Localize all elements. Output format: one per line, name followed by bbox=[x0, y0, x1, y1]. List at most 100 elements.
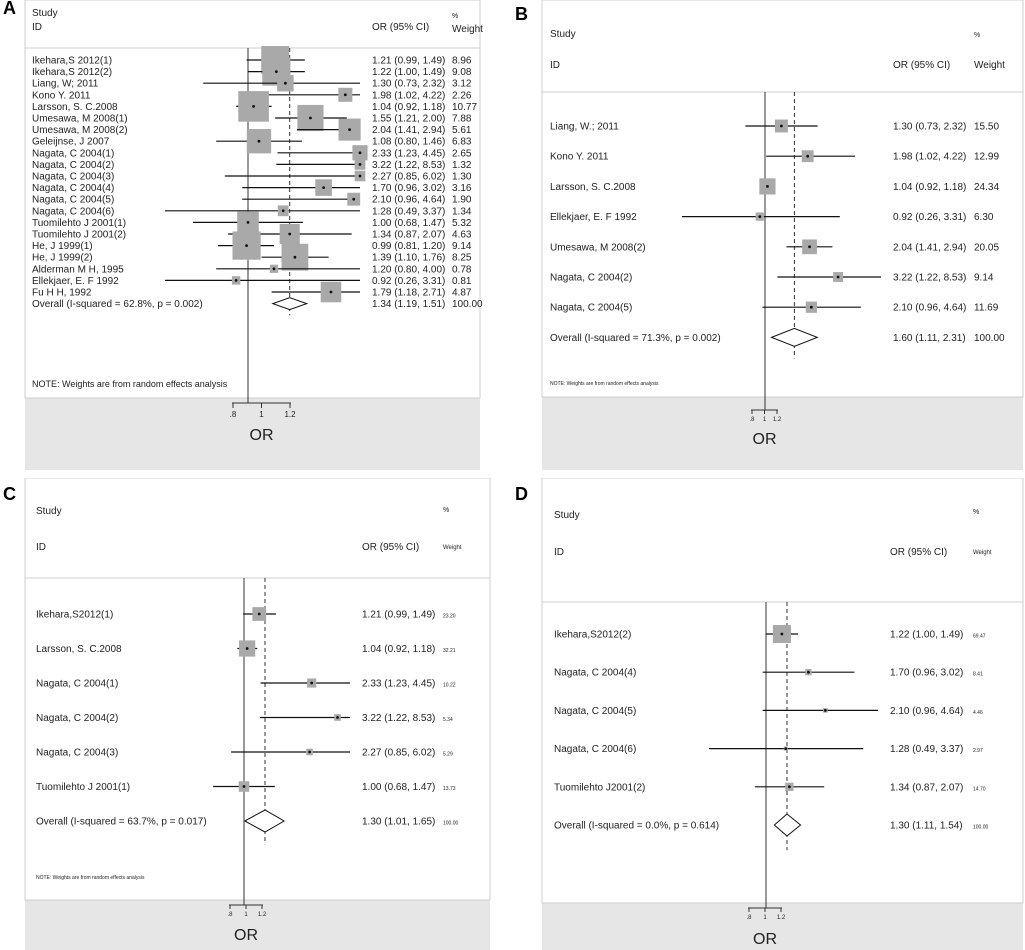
panel-label: D bbox=[515, 484, 528, 504]
study-label: Larsson, S. C.2008 bbox=[32, 102, 118, 113]
overall-label: Overall (I-squared = 62.8%, p = 0.002) bbox=[32, 299, 203, 310]
study-label: Nagata, C 2004(4) bbox=[32, 183, 114, 194]
study-label: He, J 1999(2) bbox=[32, 253, 93, 264]
x-tick-label: 1 bbox=[763, 417, 767, 423]
overall-or-ci-text: 1.60 (1.11, 2.31) bbox=[893, 333, 966, 344]
study-label: Nagata, C 2004(6) bbox=[554, 744, 636, 755]
weight-text: 9.14 bbox=[452, 241, 472, 252]
weight-text: 13.73 bbox=[443, 786, 456, 792]
header-id: ID bbox=[32, 22, 42, 33]
or-ci-text: 1.34 (0.87, 2.07) bbox=[890, 782, 963, 793]
study-row: Nagata, C 2004(4) 1.70 (0.96, 3.02) 8.41 bbox=[554, 668, 983, 679]
weight-text: 23.20 bbox=[443, 614, 456, 620]
or-ci-text: 1.22 (1.00, 1.49) bbox=[372, 67, 445, 78]
study-label: Ikehara,S 2012(1) bbox=[32, 56, 112, 67]
or-ci-text: 1.30 (0.73, 2.32) bbox=[372, 79, 445, 90]
study-row: Ikehara,S2012(2) 1.22 (1.00, 1.49) 69.47 bbox=[554, 625, 986, 643]
point-estimate bbox=[274, 70, 278, 73]
header-or-ci: OR (95% CI) bbox=[890, 547, 947, 558]
study-row: Umesawa, M 2008(2) 2.04 (1.41, 2.94) 5.61 bbox=[32, 118, 472, 141]
weight-text: 4.87 bbox=[452, 288, 472, 299]
x-tick-label: .8 bbox=[749, 417, 755, 423]
or-ci-text: 1.39 (1.10, 1.76) bbox=[372, 253, 445, 264]
study-label: Liang, W.; 2011 bbox=[550, 122, 619, 133]
study-label: Fu H H, 1992 bbox=[32, 288, 92, 299]
weight-text: 7.88 bbox=[452, 114, 472, 125]
point-estimate bbox=[807, 670, 810, 674]
point-estimate bbox=[808, 245, 811, 249]
point-estimate bbox=[293, 255, 297, 259]
point-estimate bbox=[288, 232, 292, 236]
study-label: Umesawa, M 2008(1) bbox=[32, 114, 128, 125]
study-label: He, J 1999(1) bbox=[32, 241, 93, 252]
or-ci-text: 1.00 (0.68, 1.47) bbox=[372, 218, 445, 229]
study-row: Nagata, C 2004(6) 1.28 (0.49, 3.37) 1.34 bbox=[32, 205, 472, 217]
header-study: Study bbox=[32, 8, 58, 19]
point-estimate bbox=[784, 747, 788, 750]
or-ci-text: 0.92 (0.26, 3.31) bbox=[893, 212, 966, 223]
point-estimate bbox=[758, 215, 762, 219]
weight-text: 10.77 bbox=[452, 102, 477, 113]
weight-text: 12.99 bbox=[974, 152, 999, 163]
or-ci-text: 1.28 (0.49, 3.37) bbox=[890, 744, 963, 755]
overall-weight-text: 100.00 bbox=[973, 825, 989, 831]
point-estimate bbox=[780, 632, 784, 636]
plot-region bbox=[24, 478, 491, 901]
or-ci-text: 2.27 (0.85, 6.02) bbox=[372, 172, 445, 183]
x-tick-label: 1.2 bbox=[773, 417, 782, 423]
header-percent: % bbox=[452, 13, 458, 20]
weight-text: 4.63 bbox=[452, 230, 472, 241]
study-row: Nagata, C 2004(1) 2.33 (1.23, 4.45) 2.65 bbox=[32, 145, 472, 161]
or-ci-text: 2.10 (0.96, 4.64) bbox=[890, 706, 963, 717]
panel-label: C bbox=[3, 484, 16, 504]
point-estimate bbox=[308, 750, 311, 754]
study-row: He, J 1999(2) 1.39 (1.10, 1.76) 8.25 bbox=[32, 243, 472, 271]
study-row: Liang, W; 2011 1.30 (0.73, 2.32) 3.12 bbox=[32, 74, 472, 92]
overall-weight-text: 100.00 bbox=[443, 821, 459, 827]
study-label: Geleijnse, J 2007 bbox=[32, 137, 110, 148]
point-estimate bbox=[245, 244, 248, 248]
or-ci-text: 0.92 (0.26, 3.31) bbox=[372, 276, 445, 287]
study-label: Liang, W; 2011 bbox=[32, 79, 99, 90]
study-row: Nagata, C 2004(2) 3.22 (1.22, 8.53) 5.34 bbox=[36, 713, 453, 724]
weight-text: 1.30 bbox=[452, 172, 472, 183]
weight-text: 11.69 bbox=[974, 303, 999, 314]
point-estimate bbox=[348, 128, 351, 132]
weight-text: 8.41 bbox=[973, 672, 983, 678]
or-ci-text: 3.22 (1.22, 8.53) bbox=[893, 273, 966, 284]
study-row: Ellekjaer, E. F 1992 0.92 (0.26, 3.31) 0.8… bbox=[32, 276, 472, 287]
point-estimate bbox=[283, 81, 287, 85]
weight-text: 5.29 bbox=[443, 752, 453, 758]
weight-text: 8.25 bbox=[452, 253, 472, 264]
study-label: Tuomilehto J 2001(1) bbox=[36, 782, 130, 793]
header-percent: % bbox=[974, 32, 980, 39]
overall-row: Overall (I-squared = 63.7%, p = 0.017) 1.… bbox=[36, 809, 459, 833]
overall-or-ci-text: 1.30 (1.01, 1.65) bbox=[362, 817, 435, 828]
weights-note: NOTE: Weights are from random effects an… bbox=[550, 381, 659, 387]
forest-plot-d: Study ID OR (95% CI)% Weight Ikehara,S2012(2… bbox=[541, 478, 1024, 950]
point-estimate bbox=[246, 221, 250, 224]
study-label: Tuomilehto J 2001(2) bbox=[32, 230, 126, 241]
study-label: Ellekjaer, E. F 1992 bbox=[32, 276, 119, 287]
point-estimate bbox=[234, 279, 238, 282]
or-ci-text: 1.00 (0.68, 1.47) bbox=[362, 782, 435, 793]
overall-label: Overall (I-squared = 71.3%, p = 0.002) bbox=[550, 333, 721, 344]
x-tick-label: 1.2 bbox=[284, 410, 296, 419]
study-row: Nagata, C 2004(3) 2.27 (0.85, 6.02) 1.30 bbox=[32, 170, 472, 183]
header-id: ID bbox=[36, 542, 46, 553]
x-tick-label: .8 bbox=[227, 912, 233, 918]
point-estimate bbox=[272, 267, 276, 271]
or-ci-text: 0.99 (0.81, 1.20) bbox=[372, 241, 445, 252]
panel-label: B bbox=[515, 4, 528, 24]
point-estimate bbox=[252, 105, 255, 108]
weight-text: 3.12 bbox=[452, 79, 472, 90]
point-estimate bbox=[310, 681, 314, 685]
study-label: Alderman M H, 1995 bbox=[32, 264, 124, 275]
weight-text: 5.32 bbox=[452, 218, 472, 229]
forest-plot-panel-c: C Study ID OR (95% CI)% Weight Ikehara,S2012… bbox=[0, 478, 505, 950]
study-row: Tuomilehto J2001(2) 1.34 (0.87, 2.07) 14.7… bbox=[554, 782, 986, 793]
study-row: Umesawa, M 2008(2) 2.04 (1.41, 2.94) 20.05 bbox=[550, 239, 999, 255]
study-label: Larsson, S. C.2008 bbox=[36, 644, 122, 655]
or-ci-text: 1.22 (1.00, 1.49) bbox=[890, 630, 963, 641]
study-label: Ellekjaer, E. F 1992 bbox=[550, 212, 637, 223]
